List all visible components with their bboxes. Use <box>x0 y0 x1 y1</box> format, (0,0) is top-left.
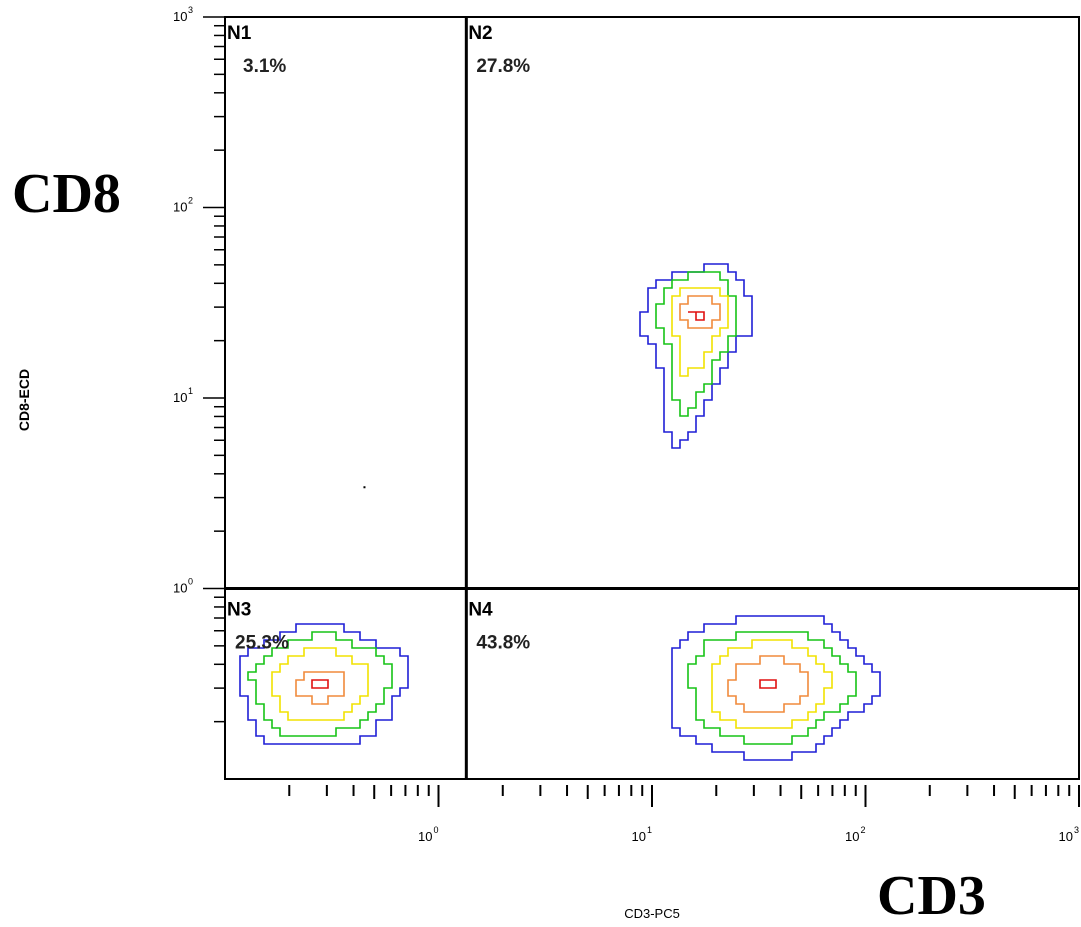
peak-contour <box>759 679 777 689</box>
outer-contour <box>671 615 881 761</box>
stray-event-dot <box>363 486 366 489</box>
third-contour <box>671 287 729 377</box>
y-tick-label: 10 <box>173 200 187 215</box>
cd3-overlay-label: CD3 <box>877 865 986 927</box>
peak-contour <box>311 679 329 689</box>
quadrant-percent-n3: 25.3% <box>235 633 289 654</box>
y-tick-exponent: 2 <box>188 196 193 206</box>
second-contour <box>687 631 857 745</box>
x-tick-label: 10 <box>845 829 859 844</box>
x-tick-label: 10 <box>632 829 646 844</box>
x-tick-exponent: 1 <box>647 825 652 835</box>
third-contour <box>711 639 833 729</box>
quadrant-name-n2: N2 <box>468 23 492 44</box>
x-tick-label: 10 <box>1059 829 1073 844</box>
outer-contour <box>639 263 753 449</box>
y-tick-exponent: 3 <box>188 5 193 15</box>
second-contour <box>655 271 737 417</box>
fourth-contour <box>727 655 809 713</box>
x-tick-exponent: 3 <box>1074 825 1079 835</box>
y-tick-label: 10 <box>173 390 187 405</box>
population-n4 <box>671 615 881 761</box>
quadrant-percent-n2: 27.8% <box>476 56 530 77</box>
x-tick-exponent: 2 <box>861 825 866 835</box>
quadrant-name-n3: N3 <box>227 600 251 621</box>
x-tick-label: 10 <box>418 829 432 844</box>
x-tick-exponent: 0 <box>434 825 439 835</box>
cd8-overlay-label: CD8 <box>12 163 121 225</box>
fourth-contour <box>679 295 721 329</box>
quadrant-percent-n1: 3.1% <box>243 56 286 77</box>
peak-contour <box>688 311 705 321</box>
y-tick-label: 10 <box>173 581 187 596</box>
quadrant-percent-n4: 43.8% <box>476 633 530 654</box>
third-contour <box>271 647 369 721</box>
y-tick-label: 10 <box>173 9 187 24</box>
second-contour <box>247 631 393 737</box>
quadrant-name-n1: N1 <box>227 23 252 44</box>
y-tick-exponent: 1 <box>188 386 193 396</box>
population-n2 <box>639 263 753 449</box>
population-n3 <box>239 623 409 745</box>
outer-contour <box>239 623 409 745</box>
fourth-contour <box>295 671 345 705</box>
quadrant-name-n4: N4 <box>468 600 493 621</box>
y-tick-exponent: 0 <box>188 577 193 587</box>
x-axis-title: CD3-PC5 <box>624 906 680 921</box>
